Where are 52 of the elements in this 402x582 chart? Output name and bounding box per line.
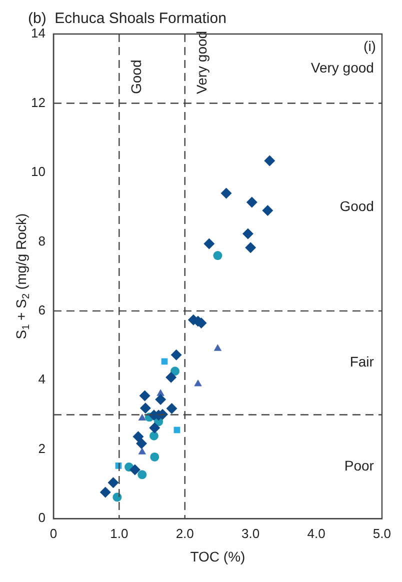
point xyxy=(166,403,178,414)
annotation: Very good xyxy=(310,59,374,76)
x-tick-label: 3.0 xyxy=(242,526,260,541)
y-tick-label: 14 xyxy=(30,26,46,41)
y-tick-label: 6 xyxy=(38,302,46,318)
point xyxy=(149,431,158,440)
point xyxy=(220,188,232,199)
x-tick-label: 0 xyxy=(50,526,58,541)
point xyxy=(149,422,160,434)
point xyxy=(245,242,256,254)
point xyxy=(264,155,276,166)
chart-title: (b) Echuca Shoals Formation xyxy=(28,10,226,28)
ref-line-label: Very good xyxy=(194,30,210,94)
x-tick-label: 4.0 xyxy=(307,526,326,541)
point xyxy=(246,196,258,208)
point xyxy=(138,414,146,420)
point xyxy=(204,238,215,250)
point xyxy=(262,205,274,216)
point xyxy=(194,379,202,386)
point xyxy=(242,228,254,240)
y-tick-label: 0 xyxy=(38,510,46,526)
point xyxy=(213,251,222,260)
x-axis-title: TOC (%) xyxy=(190,548,246,564)
y-tick-label: 4 xyxy=(38,372,46,387)
point xyxy=(170,349,182,360)
x-tick-label: 2.0 xyxy=(176,526,194,541)
point xyxy=(138,470,147,480)
point xyxy=(100,486,111,498)
point xyxy=(170,366,180,376)
y-tick-label: 8 xyxy=(38,233,46,248)
annotation: Poor xyxy=(344,458,374,474)
point xyxy=(166,372,177,383)
point xyxy=(132,431,144,442)
point xyxy=(140,402,151,414)
point xyxy=(138,448,146,454)
x-tick-label: 1.0 xyxy=(110,526,128,541)
point xyxy=(150,452,160,462)
annotation: Fair xyxy=(350,354,374,370)
y-tick-label: 2 xyxy=(38,440,46,456)
point xyxy=(139,390,150,402)
y-tick-label: 12 xyxy=(30,94,46,110)
x-tick-label: 5.0 xyxy=(372,526,392,541)
y-tick-label: 10 xyxy=(30,164,46,180)
y-axis-title: S1 + S2 (mg/g Rock) xyxy=(12,213,32,340)
annotation: Good xyxy=(340,198,374,214)
point xyxy=(108,477,119,488)
point xyxy=(129,464,140,476)
point xyxy=(155,394,166,406)
point xyxy=(214,344,222,351)
annotation: (i) xyxy=(364,38,376,54)
ref-line-label: Good xyxy=(128,60,144,94)
point xyxy=(136,438,147,449)
